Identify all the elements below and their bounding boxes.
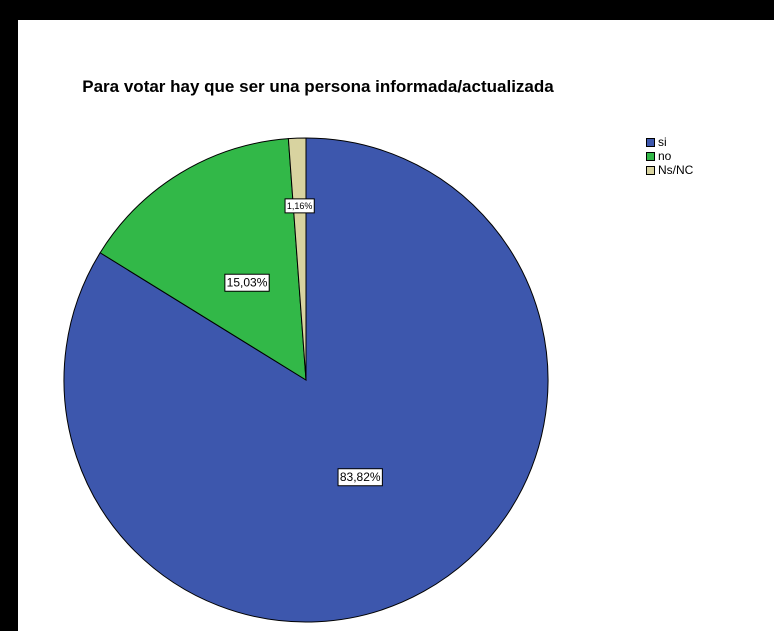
data-label-si: 83,82% bbox=[337, 468, 383, 487]
chart-frame: Para votar hay que ser una persona infor… bbox=[18, 20, 774, 631]
legend-item-no: no bbox=[646, 149, 693, 163]
svg-text:15,03%: 15,03% bbox=[227, 276, 268, 290]
svg-text:1,16%: 1,16% bbox=[287, 201, 313, 211]
legend-swatch bbox=[646, 137, 655, 147]
chart-title: Para votar hay que ser una persona infor… bbox=[82, 77, 554, 96]
legend-label: no bbox=[658, 149, 672, 163]
legend-label: si bbox=[658, 135, 667, 149]
legend-swatch bbox=[646, 151, 655, 161]
legend-swatch bbox=[646, 165, 655, 175]
pie-slice-no bbox=[99, 138, 307, 381]
data-label-ns-nc: 1,16% bbox=[284, 198, 315, 214]
svg-text:83,82%: 83,82% bbox=[340, 470, 381, 484]
pie-chart: 83,82% 15,03% 1,16% bbox=[63, 137, 549, 623]
legend-item-ns-nc: Ns/NC bbox=[646, 163, 693, 177]
legend: si no Ns/NC bbox=[646, 135, 693, 177]
legend-label: Ns/NC bbox=[658, 163, 694, 177]
legend-item-si: si bbox=[646, 135, 693, 149]
data-label-no: 15,03% bbox=[224, 273, 270, 292]
